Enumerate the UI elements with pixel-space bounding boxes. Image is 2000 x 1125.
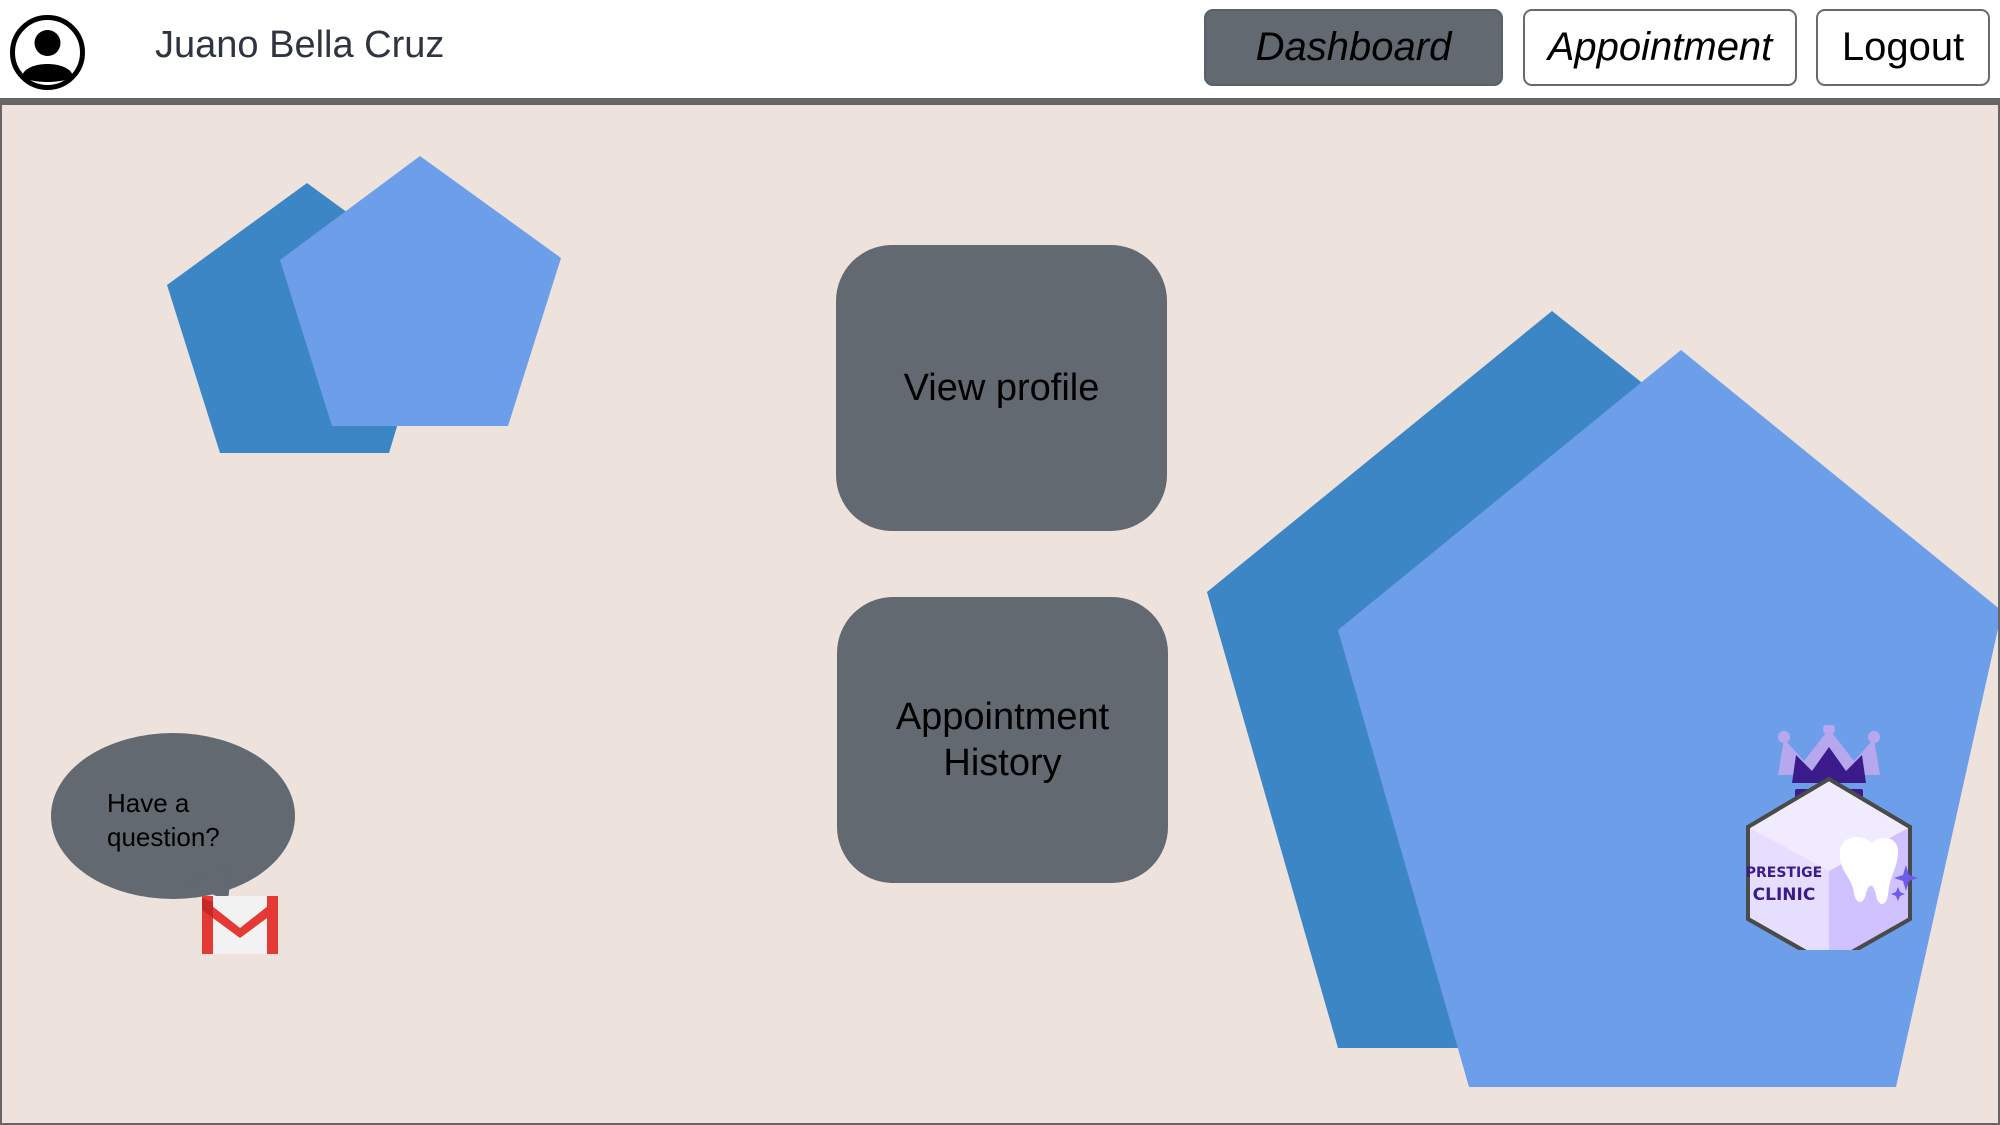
user-name: Juano Bella Cruz (155, 24, 445, 66)
logo-text-prestige: PRESTIGE (1746, 865, 1823, 881)
view-profile-button[interactable]: View profile (836, 245, 1167, 531)
gmail-icon[interactable] (200, 892, 280, 956)
dashboard-panel: View profile Appointment History (0, 105, 2000, 1125)
pentagon-small-light (280, 156, 561, 426)
top-bar: Juano Bella Cruz Dashboard Appointment L… (0, 0, 2000, 98)
view-profile-label: View profile (903, 367, 1100, 409)
appointment-history-button[interactable]: Appointment History (837, 597, 1168, 883)
help-speech-bubble[interactable] (50, 733, 296, 901)
clinic-logo-icon: PRESTIGE CLINIC (1746, 723, 1918, 968)
prestige-clinic-logo: PRESTIGE CLINIC (1738, 723, 1920, 968)
user-avatar-icon[interactable] (9, 14, 86, 91)
appointment-button[interactable]: Appointment (1523, 9, 1797, 86)
appointment-history-label: Appointment History (895, 696, 1110, 784)
dashboard-button[interactable]: Dashboard (1204, 9, 1503, 86)
logout-button[interactable]: Logout (1816, 9, 1990, 86)
header-divider (0, 98, 2000, 105)
help-text: Have a question? (107, 788, 220, 852)
logo-text-clinic: CLINIC (1753, 885, 1816, 905)
